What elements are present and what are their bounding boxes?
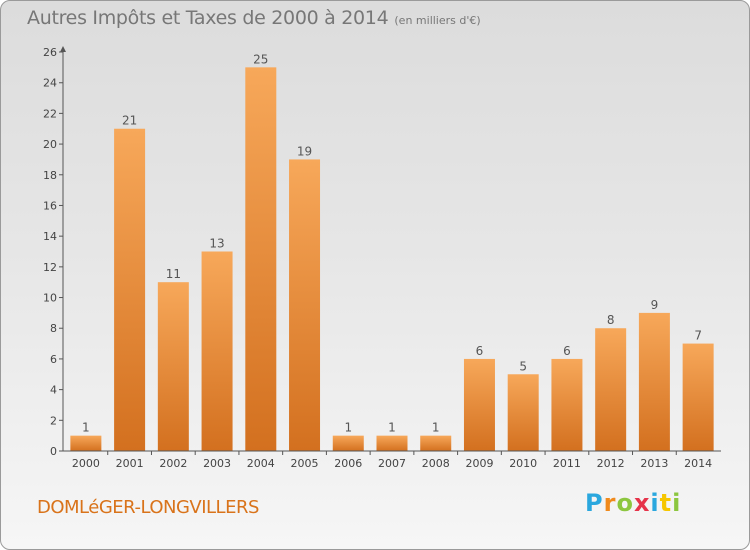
x-tick-label-2008: 2008 — [422, 457, 450, 470]
y-tick-label-10: 10 — [43, 292, 57, 305]
y-tick-label-2: 2 — [50, 414, 57, 427]
x-tick-label-2010: 2010 — [509, 457, 537, 470]
y-tick-label-8: 8 — [50, 322, 57, 335]
x-tick-label-2014: 2014 — [684, 457, 712, 470]
bar-2004 — [245, 67, 277, 451]
data-label-2004: 25 — [253, 52, 268, 66]
y-tick-label-24: 24 — [43, 77, 57, 90]
data-label-2007: 1 — [388, 421, 396, 435]
bar-2002 — [157, 282, 189, 451]
y-axis-arrow — [60, 46, 66, 52]
bar-2005 — [289, 159, 321, 451]
y-tick-label-20: 20 — [43, 138, 57, 151]
data-label-2013: 9 — [651, 298, 659, 312]
bar-2014 — [682, 343, 714, 451]
bar-2008 — [420, 435, 452, 451]
x-tick-label-2005: 2005 — [291, 457, 319, 470]
x-tick-label-2001: 2001 — [116, 457, 144, 470]
logo-letter: r — [603, 489, 617, 517]
y-tick-label-22: 22 — [43, 107, 57, 120]
data-label-2002: 11 — [166, 267, 181, 281]
y-tick-label-18: 18 — [43, 169, 57, 182]
x-tick-label-2011: 2011 — [553, 457, 581, 470]
logo-letter: P — [585, 489, 604, 517]
y-tick-label-12: 12 — [43, 261, 57, 274]
bar-2010 — [507, 374, 539, 451]
data-label-2006: 1 — [344, 421, 352, 435]
data-label-2001: 21 — [122, 114, 137, 128]
y-tick-label-26: 26 — [43, 46, 57, 59]
data-label-2009: 6 — [476, 344, 484, 358]
y-tick-label-4: 4 — [50, 384, 57, 397]
logo-letter: o — [616, 489, 634, 517]
bar-2007 — [376, 435, 408, 451]
y-tick-label-0: 0 — [50, 445, 57, 458]
data-label-2003: 13 — [209, 237, 224, 251]
bar-2012 — [595, 328, 627, 451]
y-tick-label-6: 6 — [50, 353, 57, 366]
logo-letter: t — [659, 489, 673, 517]
data-label-2005: 19 — [297, 144, 312, 158]
bar-2003 — [201, 251, 233, 451]
x-tick-label-2002: 2002 — [159, 457, 187, 470]
x-tick-label-2003: 2003 — [203, 457, 231, 470]
bar-2013 — [638, 312, 670, 451]
x-tick-label-2009: 2009 — [465, 457, 493, 470]
x-tick-label-2006: 2006 — [334, 457, 362, 470]
bar-2011 — [551, 358, 583, 451]
unit-label: (en milliers d'€) — [394, 14, 481, 27]
logo-letter: i — [650, 489, 660, 517]
title-text: Autres Impôts et Taxes de 2000 à 2014 — [27, 7, 389, 29]
data-label-2011: 6 — [563, 344, 571, 358]
bar-2001 — [114, 128, 146, 451]
x-tick-label-2007: 2007 — [378, 457, 406, 470]
logo-letter: i — [672, 489, 682, 517]
x-tick-label-2013: 2013 — [640, 457, 668, 470]
data-label-2008: 1 — [432, 421, 440, 435]
data-label-2012: 8 — [607, 313, 615, 327]
y-tick-label-14: 14 — [43, 230, 57, 243]
data-label-2000: 1 — [82, 421, 90, 435]
x-tick-label-2012: 2012 — [597, 457, 625, 470]
y-tick-label-16: 16 — [43, 199, 57, 212]
chart-title: Autres Impôts et Taxes de 2000 à 2014 (en… — [27, 7, 481, 29]
logo-letter: x — [633, 489, 651, 517]
data-label-2010: 5 — [519, 359, 527, 373]
x-tick-label-2000: 2000 — [72, 457, 100, 470]
bar-2006 — [332, 435, 364, 451]
commune-name: DOMLéGER-LONGVILLERS — [37, 497, 259, 518]
bar-2009 — [463, 358, 495, 451]
bar-2000 — [70, 435, 102, 451]
x-tick-label-2004: 2004 — [247, 457, 275, 470]
data-label-2014: 7 — [694, 329, 702, 343]
proxiti-logo: Proxiti — [585, 489, 681, 517]
